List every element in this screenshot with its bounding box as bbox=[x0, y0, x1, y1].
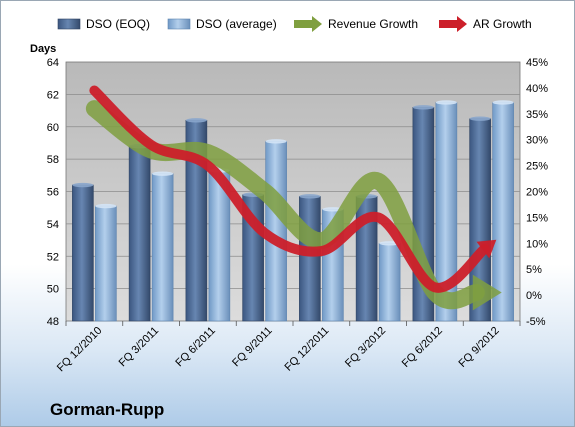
y-tick-label: 52 bbox=[47, 251, 59, 263]
arrowhead-ar-growth bbox=[476, 239, 497, 259]
y2-tick-label: 30% bbox=[526, 135, 548, 147]
legend-item-ar-growth: AR Growth bbox=[439, 16, 532, 32]
y2-tick-label: 0% bbox=[526, 290, 542, 302]
y-tick-label: 60 bbox=[47, 122, 59, 134]
y-tick-label: 54 bbox=[47, 219, 59, 231]
y2-tick-label: 25% bbox=[526, 161, 548, 173]
legend-label-ar-growth: AR Growth bbox=[473, 17, 532, 31]
bar-dso-eoq bbox=[128, 145, 151, 322]
bar-cap-dso-average bbox=[435, 100, 457, 105]
legend-swatch-dso-eoq bbox=[57, 18, 81, 30]
x-tick-label: FQ 9/2012 bbox=[457, 325, 502, 370]
legend-label-dso-eoq: DSO (EOQ) bbox=[86, 17, 150, 31]
y-tick-label: 58 bbox=[47, 154, 59, 166]
y-tick-label: 50 bbox=[47, 284, 59, 296]
bar-dso-average bbox=[378, 243, 401, 322]
bar-cap-dso-average bbox=[265, 139, 287, 144]
line-series bbox=[85, 85, 502, 311]
bar-dso-eoq bbox=[72, 184, 94, 322]
legend-arrow-ar-growth bbox=[439, 16, 467, 32]
x-tick-label: FQ 12/2011 bbox=[283, 325, 332, 374]
arrowhead-revenue-growth bbox=[472, 274, 502, 311]
y-tick-label: 48 bbox=[47, 316, 59, 328]
bar-cap-dso-average bbox=[152, 171, 174, 176]
y2-tick-label: 35% bbox=[526, 109, 548, 121]
y-tick-label: 62 bbox=[47, 89, 59, 101]
legend-label-dso-average: DSO (average) bbox=[196, 17, 277, 31]
x-tick-label: FQ 3/2012 bbox=[343, 325, 388, 370]
bar-dso-average bbox=[151, 173, 174, 322]
x-tick-label: FQ 12/2010 bbox=[55, 325, 105, 375]
bar-cap-dso-eoq bbox=[469, 116, 491, 121]
y-tick-label: 64 bbox=[47, 57, 59, 69]
x-tick-label: FQ 3/2011 bbox=[117, 325, 162, 370]
bar-cap-dso-eoq bbox=[412, 105, 434, 110]
line-ar-growth bbox=[89, 85, 490, 293]
legend-item-dso-average: DSO (average) bbox=[167, 17, 277, 31]
bar-cap-dso-eoq bbox=[72, 182, 94, 188]
legend-swatch-dso-average bbox=[167, 18, 191, 30]
x-tick-label: FQ 6/2011 bbox=[173, 325, 218, 370]
y2-tick-label: 10% bbox=[526, 238, 548, 250]
bar-cap-dso-average bbox=[95, 203, 117, 209]
company-name: Gorman-Rupp bbox=[50, 400, 165, 419]
y2-tick-label: 40% bbox=[526, 83, 548, 95]
legend: DSO (EOQ) DSO (average) Revenue Growth A… bbox=[57, 16, 532, 32]
y2-tick-label: 5% bbox=[526, 264, 542, 276]
legend-item-dso-eoq: DSO (EOQ) bbox=[57, 17, 150, 31]
bar-dso-average bbox=[492, 102, 514, 322]
legend-arrow-revenue-growth bbox=[294, 16, 322, 32]
y2-tick-label: 20% bbox=[526, 187, 548, 199]
bar-cap-dso-eoq bbox=[299, 194, 321, 199]
y2-tick-label: 15% bbox=[526, 212, 548, 224]
y2-tick-label: -5% bbox=[526, 316, 546, 328]
y-axis-title: Days bbox=[30, 43, 56, 55]
y2-tick-label: 45% bbox=[526, 57, 548, 69]
x-tick-label: FQ 9/2011 bbox=[230, 325, 275, 370]
x-tick-label: FQ 6/2012 bbox=[400, 325, 445, 370]
legend-item-revenue-growth: Revenue Growth bbox=[294, 16, 418, 32]
bar-cap-dso-eoq bbox=[185, 118, 207, 123]
bar-cap-dso-average bbox=[492, 100, 514, 105]
bar-dso-average bbox=[95, 205, 117, 322]
legend-label-revenue-growth: Revenue Growth bbox=[328, 17, 418, 31]
y-tick-label: 56 bbox=[47, 187, 59, 199]
bar-dso-eoq bbox=[299, 196, 321, 322]
